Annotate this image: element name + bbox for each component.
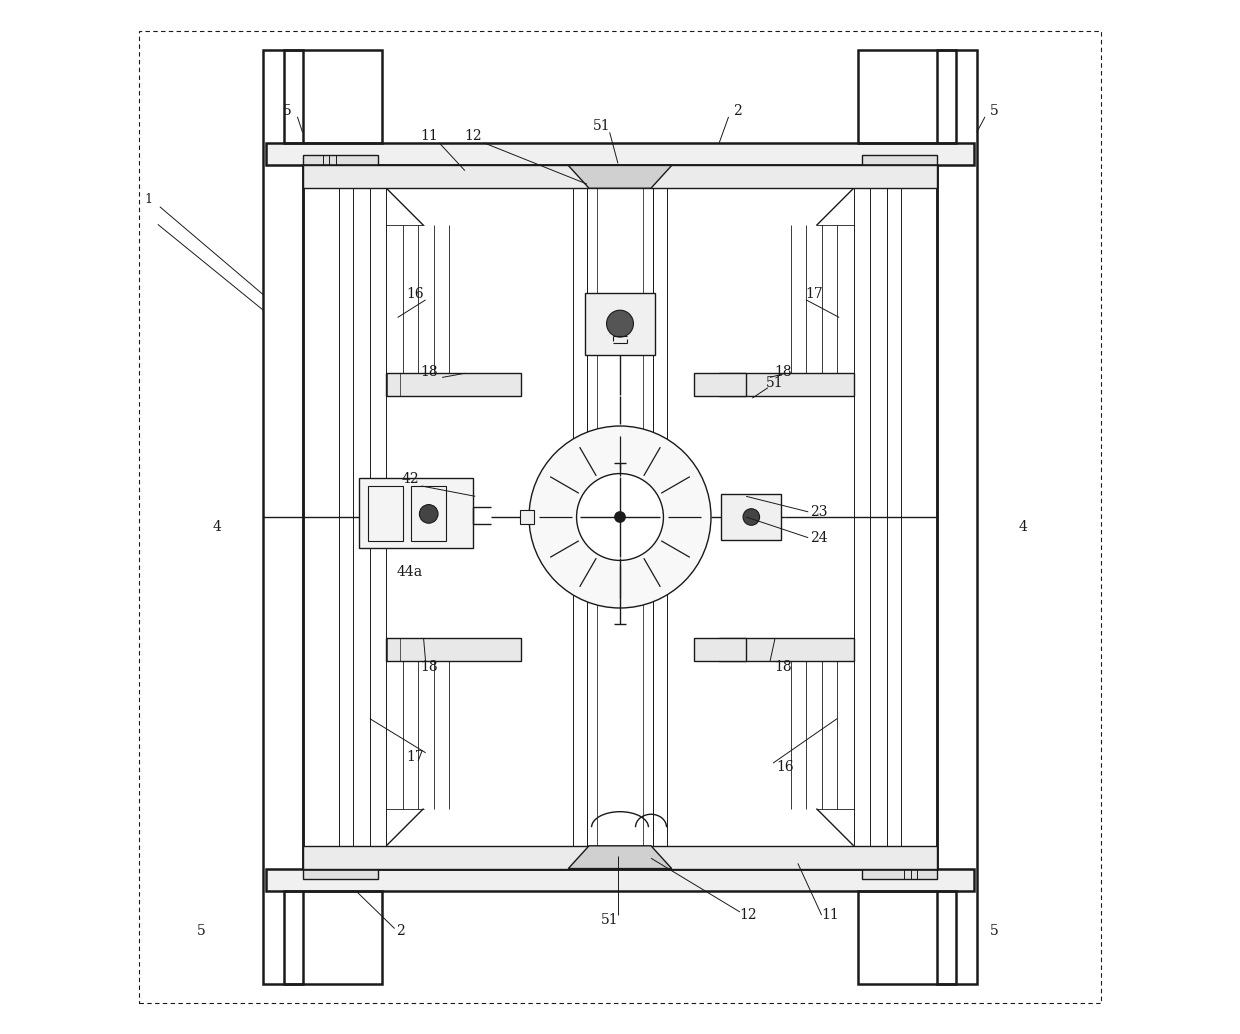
Text: 4: 4	[1019, 520, 1028, 535]
Bar	[303, 155, 378, 165]
Bar	[368, 486, 403, 541]
Text: 12: 12	[464, 129, 482, 144]
Text: 5: 5	[990, 923, 998, 938]
Bar	[585, 293, 655, 355]
Bar	[858, 891, 956, 984]
Bar	[303, 869, 378, 879]
Bar	[303, 165, 937, 188]
Text: 24: 24	[810, 530, 827, 545]
Bar	[862, 155, 937, 165]
Bar	[387, 638, 521, 661]
Text: 2: 2	[397, 923, 405, 938]
Bar	[520, 510, 534, 524]
Text: 5: 5	[283, 103, 291, 118]
Bar	[937, 50, 977, 984]
Bar	[719, 638, 732, 661]
Polygon shape	[568, 846, 672, 869]
Text: 51: 51	[593, 119, 610, 133]
Bar	[267, 869, 973, 891]
Circle shape	[577, 474, 663, 560]
Bar	[303, 846, 937, 869]
Circle shape	[743, 509, 760, 525]
Bar	[387, 638, 399, 661]
Polygon shape	[568, 165, 672, 188]
Bar	[284, 50, 382, 143]
Text: 18: 18	[775, 365, 792, 379]
Text: 23: 23	[810, 505, 827, 519]
Text: 5: 5	[990, 103, 998, 118]
Bar	[267, 143, 973, 165]
Circle shape	[606, 310, 634, 337]
Bar	[694, 638, 746, 661]
Circle shape	[615, 512, 625, 522]
Circle shape	[419, 505, 438, 523]
Bar	[387, 373, 521, 396]
Text: 16: 16	[776, 760, 795, 774]
Text: 18: 18	[420, 365, 438, 379]
Text: 18: 18	[420, 660, 438, 674]
Text: 12: 12	[739, 908, 758, 922]
Bar	[862, 165, 937, 176]
Bar	[719, 373, 853, 396]
Bar	[858, 50, 956, 143]
Text: 42: 42	[402, 472, 419, 486]
Bar	[722, 494, 781, 540]
Bar	[284, 891, 382, 984]
Bar	[303, 858, 378, 869]
Text: 11: 11	[420, 129, 438, 144]
Text: 17: 17	[407, 750, 424, 764]
Bar	[719, 638, 853, 661]
Text: 4: 4	[212, 520, 221, 535]
Circle shape	[529, 426, 711, 608]
Text: 44a: 44a	[397, 565, 423, 579]
Bar	[862, 858, 937, 869]
Text: 1: 1	[145, 193, 153, 206]
Text: 16: 16	[407, 286, 424, 301]
Bar	[694, 373, 746, 396]
Bar	[263, 50, 303, 984]
Bar	[387, 373, 399, 396]
Text: 51: 51	[601, 913, 619, 927]
Bar	[862, 869, 937, 879]
Text: 11: 11	[821, 908, 838, 922]
Text: 17: 17	[806, 286, 823, 301]
Text: 5: 5	[197, 923, 206, 938]
Bar	[723, 510, 738, 524]
Text: 51: 51	[766, 375, 784, 390]
Text: 18: 18	[775, 660, 792, 674]
Bar	[303, 165, 378, 176]
Bar	[303, 165, 937, 869]
Bar	[360, 478, 474, 548]
Bar	[412, 486, 446, 541]
Text: 2: 2	[734, 103, 743, 118]
Bar	[719, 373, 732, 396]
